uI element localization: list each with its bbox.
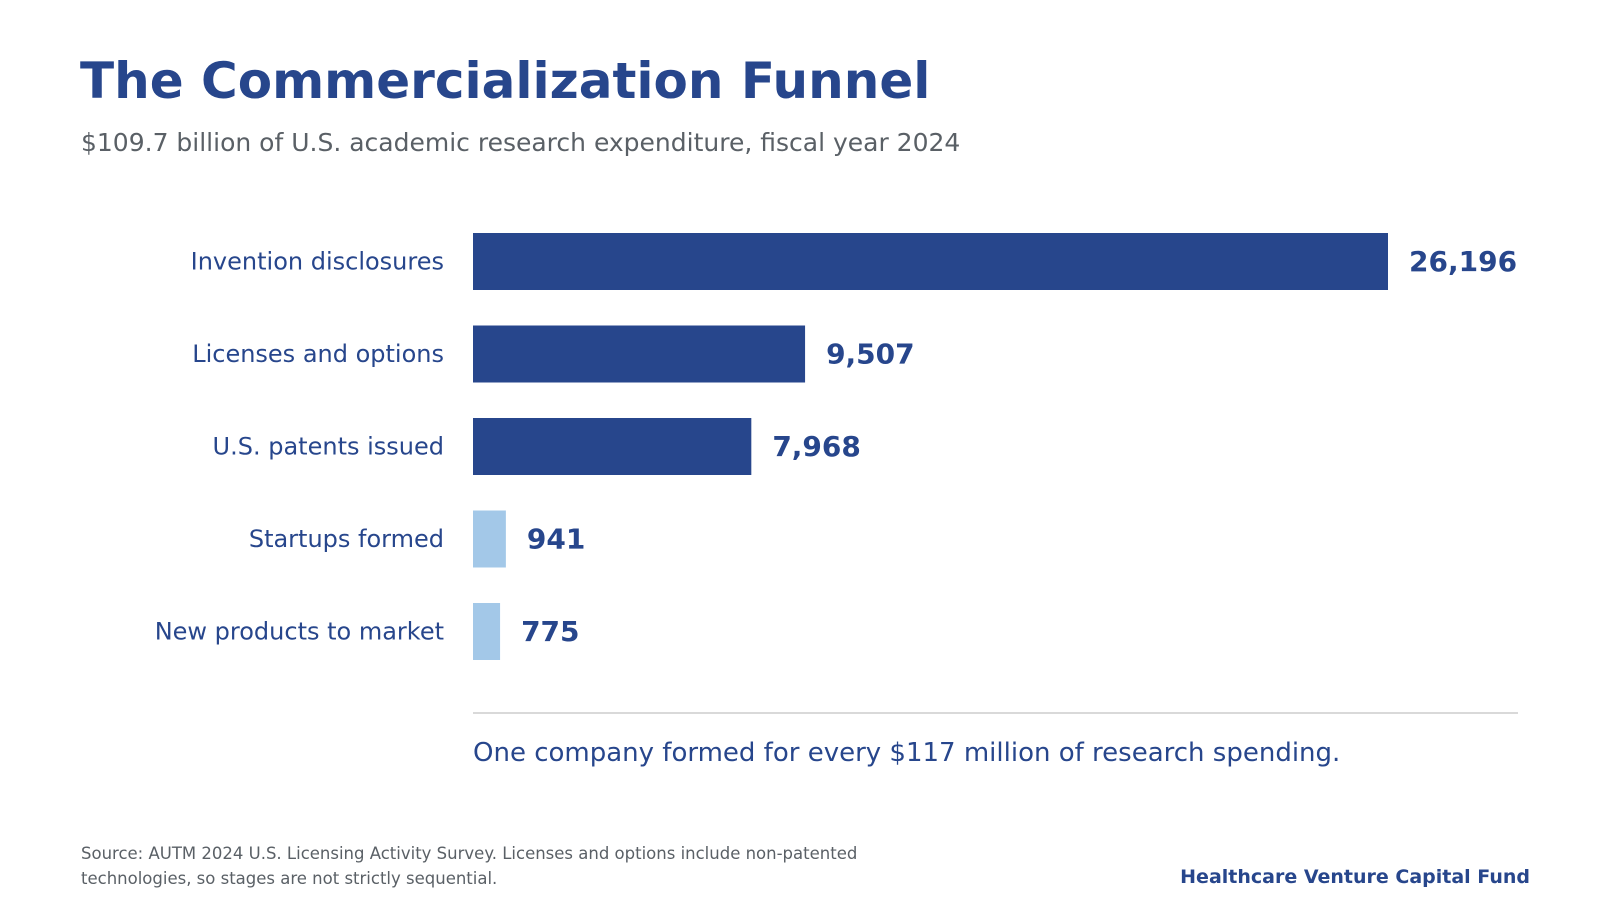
- bar: [473, 325, 806, 383]
- category-label: Licenses and options: [192, 340, 444, 368]
- category-label: Startups formed: [249, 525, 444, 553]
- page-title: The Commercialization Funnel: [80, 52, 931, 110]
- page-subtitle: $109.7 billion of U.S. academic research…: [81, 128, 961, 157]
- value-label: 941: [527, 523, 585, 556]
- value-label: 7,968: [772, 430, 861, 463]
- bar: [473, 233, 1388, 290]
- category-label: New products to market: [155, 618, 444, 646]
- bar: [473, 510, 506, 568]
- source-line-2: technologies, so stages are not strictly…: [81, 869, 498, 888]
- value-label: 9,507: [826, 338, 915, 371]
- source-note: Source: AUTM 2024 U.S. Licensing Activit…: [81, 841, 981, 891]
- category-label: Invention disclosures: [191, 248, 444, 276]
- callout-text: One company formed for every $117 millio…: [473, 738, 1341, 768]
- value-label: 26,196: [1409, 245, 1517, 278]
- value-label: 775: [521, 615, 579, 648]
- source-line-1: Source: AUTM 2024 U.S. Licensing Activit…: [81, 844, 858, 863]
- bar: [473, 418, 752, 475]
- bar: [473, 603, 501, 660]
- category-label: U.S. patents issued: [213, 433, 444, 461]
- brand-name: Healthcare Venture Capital Fund: [1180, 866, 1530, 888]
